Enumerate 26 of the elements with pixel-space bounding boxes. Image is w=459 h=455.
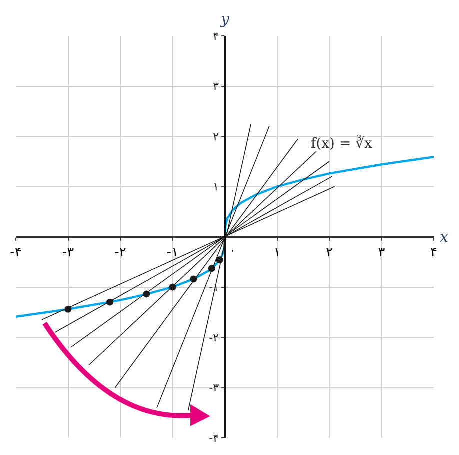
y-tick-label: -۳ <box>209 382 220 395</box>
x-tick-label: -۲ <box>114 245 126 260</box>
annotation: f(x) = ∛x <box>311 134 373 152</box>
x-tick-label: ۰ <box>229 243 237 259</box>
y-axis-title: y <box>220 10 230 28</box>
x-tick-label: ۴ <box>430 245 438 260</box>
point <box>106 298 114 306</box>
x-tick-label: -۴ <box>10 245 22 260</box>
point <box>216 256 224 264</box>
point <box>143 290 150 298</box>
x-axis-title: x <box>440 228 449 246</box>
y-tick-label: ۳ <box>213 80 220 94</box>
x-tick-label: -۱ <box>166 245 179 260</box>
y-tick-label: ۲ <box>213 130 220 144</box>
y-tick-label: -۴ <box>209 432 220 445</box>
point <box>190 276 198 283</box>
x-tick-label: -۳ <box>62 245 74 260</box>
point <box>64 306 72 313</box>
x-tick-label: ۳ <box>378 245 386 260</box>
x-tick-label: ۲ <box>326 245 334 260</box>
point <box>169 284 176 291</box>
point <box>208 265 216 272</box>
y-tick-label: -۲ <box>209 331 220 344</box>
y-tick-label: ۱ <box>213 180 220 194</box>
x-tick-label: ۱ <box>274 245 281 260</box>
y-tick-label: ۴ <box>213 30 220 43</box>
